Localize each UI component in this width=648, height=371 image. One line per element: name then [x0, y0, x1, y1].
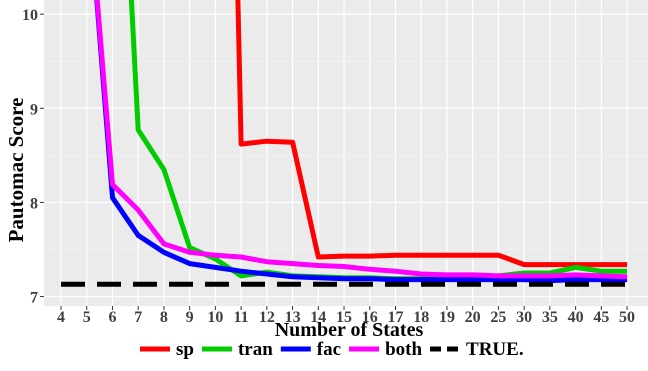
legend-label-sp: sp	[176, 339, 194, 360]
x-tick-label: 12	[259, 309, 275, 326]
y-tick-label: 9	[30, 101, 38, 118]
y-tick-label: 7	[30, 290, 38, 307]
x-tick-label: 6	[108, 309, 116, 326]
x-tick-label: 35	[542, 309, 558, 326]
y-axis: 7 8 9 10	[22, 7, 44, 307]
x-tick-label: 17	[387, 309, 403, 326]
legend: sp tran fac both TRUE.	[140, 339, 524, 360]
y-tick-label: 8	[30, 195, 38, 212]
legend-label-both: both	[385, 339, 422, 360]
series-line-sp	[235, 0, 628, 268]
x-tick-label: 15	[336, 309, 352, 326]
x-tick-label: 18	[413, 309, 429, 326]
x-tick-label: 19	[439, 309, 455, 326]
x-tick-label: 40	[568, 309, 584, 326]
x-tick-label: 5	[83, 309, 91, 326]
x-tick-label: 14	[310, 309, 326, 326]
x-tick-label: 50	[619, 309, 635, 326]
series-line-fac	[94, 0, 628, 284]
y-axis-title: Pautomac Score	[4, 98, 28, 243]
series-lines	[61, 0, 628, 287]
x-tick-label: 7	[134, 309, 142, 326]
x-tick-label: 30	[516, 309, 532, 326]
x-tick-label: 8	[160, 309, 168, 326]
x-tick-label: 10	[207, 309, 223, 326]
x-tick-label: 9	[186, 309, 194, 326]
legend-label-fac: fac	[317, 339, 341, 360]
x-tick-label: 25	[490, 309, 506, 326]
x-tick-label: 11	[234, 309, 249, 326]
x-tick-label: 16	[362, 309, 378, 326]
x-tick-label: 45	[593, 309, 609, 326]
y-tick-label: 10	[22, 7, 38, 24]
legend-label-tran: tran	[238, 339, 273, 360]
x-tick-label: 13	[285, 309, 301, 326]
x-tick-label: 20	[465, 309, 481, 326]
legend-label-true: TRUE.	[466, 339, 524, 360]
x-axis-title: Number of States	[275, 319, 424, 341]
series-line-both	[94, 0, 628, 280]
x-axis: 4 5 6 7 8 9 10 11 12 13 14 15 16 17 18 19 20 25 30 35 40 45 50	[57, 306, 635, 326]
x-tick-label: 4	[57, 309, 65, 326]
